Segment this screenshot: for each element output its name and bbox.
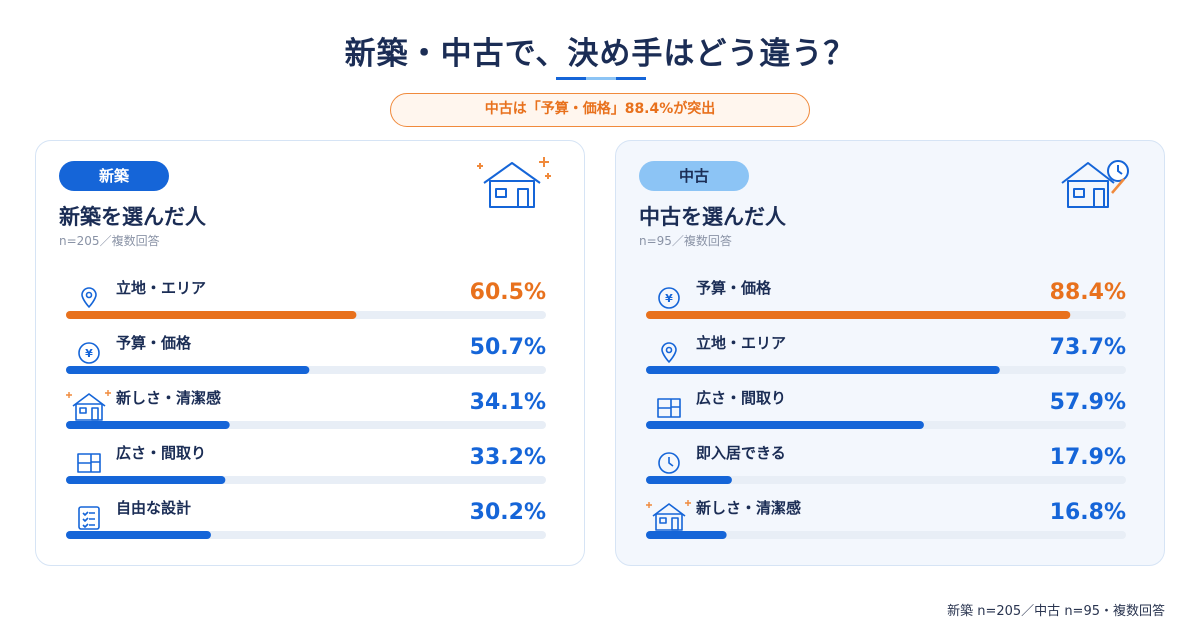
value-label: 57.9%: [1050, 390, 1126, 415]
title-underline: [556, 77, 646, 80]
page-title: 新築・中古で、決め手はどう違う？: [344, 36, 856, 72]
bar: [646, 366, 1000, 374]
value-label: 50.7%: [470, 335, 546, 360]
yen-icon: ¥: [78, 342, 100, 364]
bar-row: 立地・エリア 60.5%: [66, 279, 546, 319]
bar-row: 自由な設計 30.2%: [66, 499, 546, 539]
bar: [646, 531, 727, 539]
category-label: 広さ・間取り: [696, 389, 786, 407]
bar-track: [646, 531, 1126, 539]
panel-note: n=205／複数回答: [59, 234, 160, 248]
checklist-icon: [78, 506, 100, 530]
value-label: 73.7%: [1050, 335, 1126, 360]
value-label: 60.5%: [470, 280, 546, 305]
value-label: 33.2%: [470, 445, 546, 470]
panel-note: n=95／複数回答: [639, 234, 732, 248]
panel-title: 中古を選んだ人: [639, 205, 786, 229]
yen-icon: ¥: [658, 287, 680, 309]
house-icon: [66, 390, 111, 421]
value-label: 16.8%: [1050, 500, 1126, 525]
panel-pill: 新築: [59, 161, 169, 191]
panel-title: 新築を選んだ人: [59, 205, 206, 229]
floorplan-icon: [657, 398, 681, 418]
floorplan-icon: [77, 453, 101, 473]
bar-row: 新しさ・清潔感 34.1%: [66, 389, 546, 429]
clock-icon: [658, 452, 680, 474]
svg-text:¥: ¥: [85, 347, 93, 360]
bar-row: 新しさ・清潔感 16.8%: [646, 499, 1126, 539]
bar-row: 広さ・間取り 33.2%: [66, 444, 546, 484]
category-label: 新しさ・清潔感: [116, 389, 221, 407]
value-label: 30.2%: [470, 500, 546, 525]
footnote: 新築 n=205／中古 n=95・複数回答: [947, 604, 1165, 619]
bar-row: 立地・エリア 73.7%: [646, 334, 1126, 374]
house-clock-icon: [1061, 160, 1129, 208]
value-label: 34.1%: [470, 390, 546, 415]
bar: [66, 476, 226, 484]
bar-row: ¥ 予算・価格 50.7%: [66, 334, 546, 374]
category-label: 即入居できる: [696, 444, 786, 462]
bar: [66, 366, 310, 374]
value-label: 17.9%: [1050, 445, 1126, 470]
used-home-bar-chart: ¥ 予算・価格 88.4% 立地・エリア 73.7% 広さ・間取り 57.9% 即入居できる 1…: [646, 279, 1126, 539]
bar-row: ¥ 予算・価格 88.4%: [646, 279, 1126, 319]
category-label: 予算・価格: [116, 334, 192, 352]
bar: [66, 531, 211, 539]
house-icon: [646, 500, 691, 531]
bar-row: 即入居できる 17.9%: [646, 444, 1126, 484]
value-label: 88.4%: [1050, 280, 1126, 305]
category-label: 新しさ・清潔感: [696, 499, 801, 517]
bar: [66, 421, 230, 429]
svg-text:¥: ¥: [665, 292, 673, 305]
pin-icon: [661, 342, 677, 363]
house-sparkle-icon: [477, 157, 551, 208]
used-home-panel: 中古 中古を選んだ人 n=95／複数回答 ¥ 予算・価格 88.4% 立地・エリア 73…: [615, 140, 1165, 566]
bar: [66, 311, 357, 319]
bar: [646, 476, 732, 484]
pin-icon: [81, 287, 97, 308]
highlight-banner: 中古は「予算・価格」88.4%が突出: [390, 93, 810, 127]
bar-row: 広さ・間取り 57.9%: [646, 389, 1126, 429]
category-label: 立地・エリア: [696, 334, 786, 352]
bar: [646, 421, 924, 429]
category-label: 広さ・間取り: [116, 444, 206, 462]
new-build-bar-chart: 立地・エリア 60.5% ¥ 予算・価格 50.7% 新しさ・清潔感 34.1% 広さ・間取り…: [66, 279, 546, 539]
new-build-panel: 新築 新築を選んだ人 n=205／複数回答 立地・エリア 60.5% ¥ 予算・価格 5…: [35, 140, 585, 566]
panel-pill: 中古: [639, 161, 749, 191]
category-label: 予算・価格: [696, 279, 772, 297]
bar-track: [646, 476, 1126, 484]
category-label: 自由な設計: [116, 499, 191, 517]
category-label: 立地・エリア: [116, 279, 206, 297]
bar: [646, 311, 1071, 319]
